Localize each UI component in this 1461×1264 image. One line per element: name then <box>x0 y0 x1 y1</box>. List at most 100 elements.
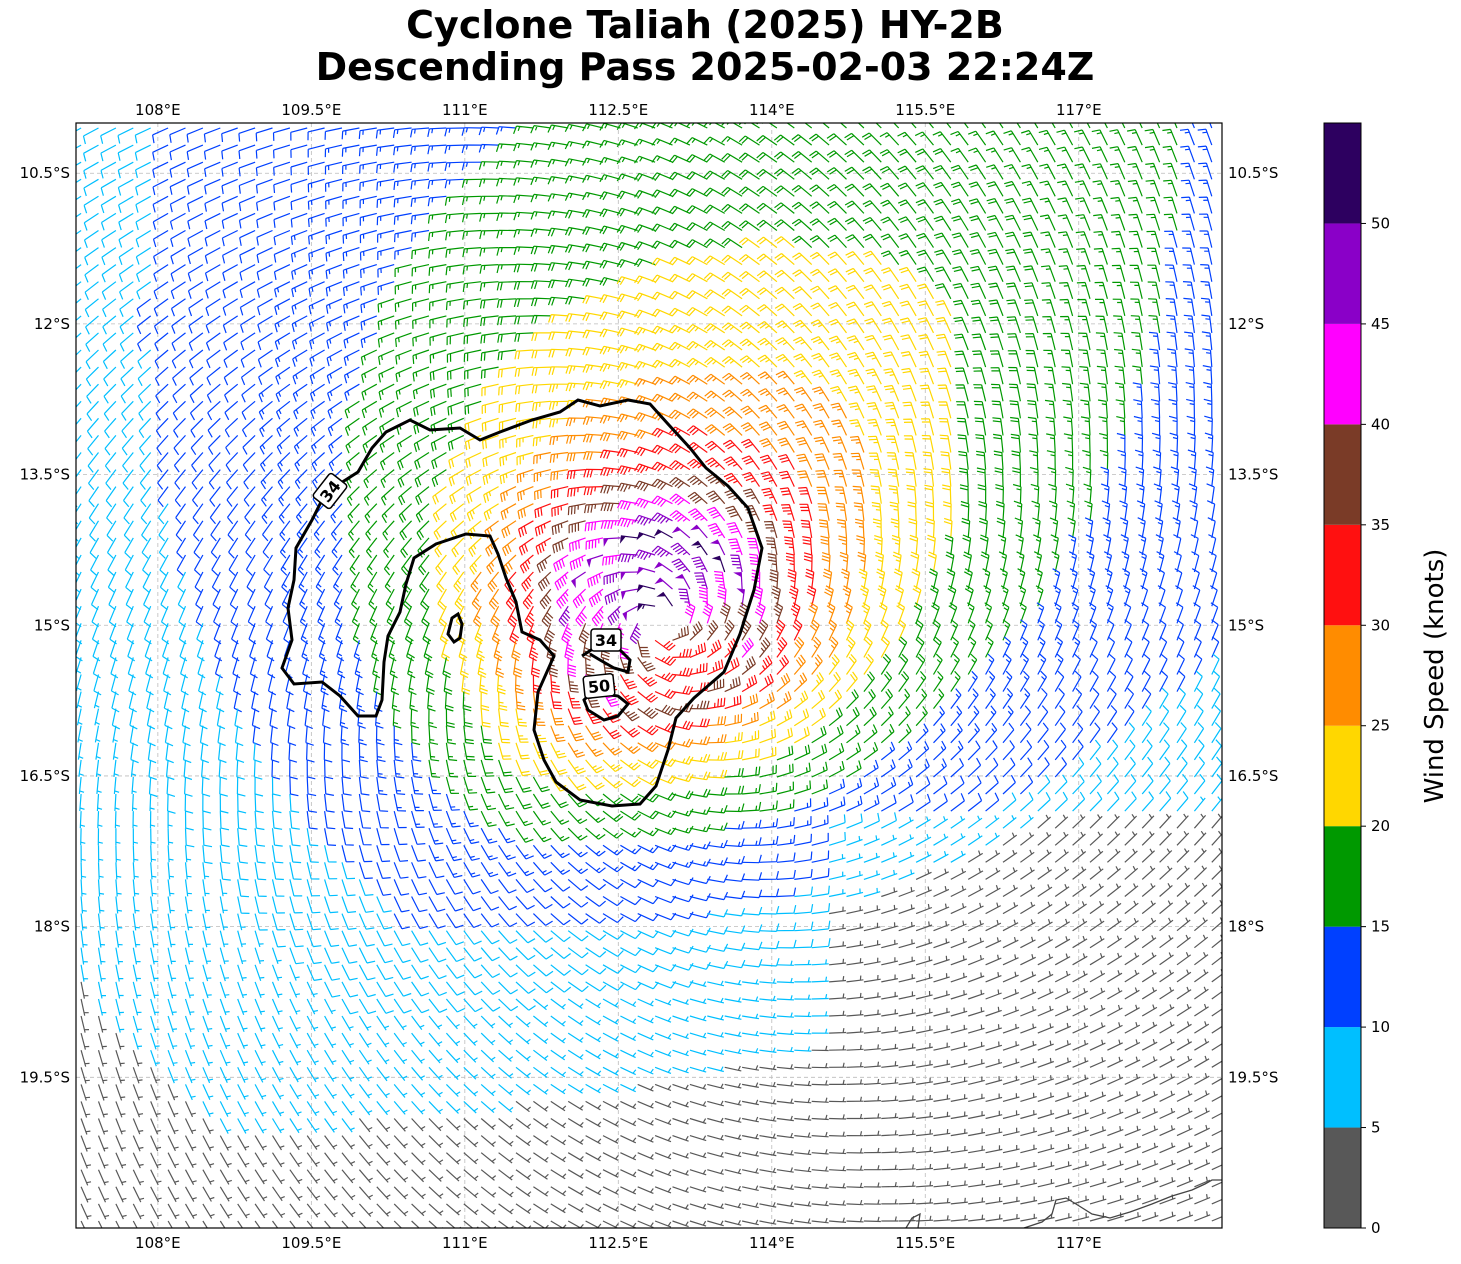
wind-barb <box>376 178 395 191</box>
wind-barb <box>327 383 343 402</box>
wind-barb <box>76 178 82 184</box>
wind-barb <box>1182 281 1195 299</box>
wind-barb <box>257 332 273 351</box>
wind-barb <box>410 144 430 155</box>
wind-barb <box>1075 231 1091 248</box>
wind-barb <box>897 148 917 163</box>
wind-barb <box>1046 433 1056 453</box>
wind-barb <box>275 366 291 385</box>
contour-label-34-center: 34 <box>590 628 622 652</box>
wind-barb <box>532 400 551 412</box>
wind-barb <box>883 384 900 402</box>
wind-barb <box>703 306 726 317</box>
wind-barb <box>809 251 830 266</box>
wind-barb <box>187 264 204 282</box>
wind-barb <box>897 165 917 180</box>
wind-barb <box>1147 264 1161 282</box>
wind-barb <box>309 383 325 402</box>
wind-barb <box>447 434 465 451</box>
wind-barb <box>410 178 430 190</box>
wind-barb <box>1130 315 1143 334</box>
wind-barb <box>651 359 673 369</box>
wind-barb <box>1074 146 1091 163</box>
wind-barb <box>739 271 760 283</box>
wind-barb <box>413 434 430 452</box>
wind-barb <box>429 298 447 311</box>
wind-barb <box>899 317 917 334</box>
wind-barb <box>739 254 760 266</box>
wind-barb <box>119 332 134 352</box>
wind-barb <box>987 265 1004 282</box>
wind-barb <box>723 456 743 470</box>
svg-text:50: 50 <box>587 676 611 697</box>
wind-barb <box>1144 145 1161 163</box>
wind-barb <box>668 358 691 368</box>
wind-barb <box>255 178 273 194</box>
colorbar-tick-label: 25 <box>1371 717 1390 735</box>
wind-barb <box>513 246 534 255</box>
wind-barb <box>548 400 569 410</box>
wind-barb <box>393 195 412 208</box>
wind-barb <box>136 281 152 300</box>
wind-barb <box>844 149 865 163</box>
wind-barb <box>152 229 169 248</box>
wind-barb <box>705 457 726 471</box>
wind-barb <box>616 413 638 423</box>
wind-barb <box>904 451 917 470</box>
wind-barb <box>919 367 935 385</box>
wind-barb <box>311 434 325 454</box>
wind-barb <box>360 264 377 279</box>
wind-barb <box>238 212 256 229</box>
wind-barb <box>342 161 360 175</box>
wind-barb <box>465 469 482 486</box>
wind-barb <box>901 367 917 385</box>
wind-barb <box>954 367 969 385</box>
wind-barb <box>257 298 273 316</box>
wind-barb <box>668 392 691 402</box>
wind-barb <box>934 266 952 282</box>
wind-barb <box>565 330 586 340</box>
wind-barb <box>935 316 952 334</box>
wind-barb <box>686 408 708 419</box>
wind-barb <box>756 270 778 283</box>
wind-barb <box>950 130 969 146</box>
wind-barb <box>1111 230 1126 248</box>
wind-barb <box>844 132 865 146</box>
wind-barb <box>88 469 99 490</box>
wind-barb <box>1133 415 1143 436</box>
wind-barb <box>445 229 464 241</box>
wind-barb <box>756 168 778 180</box>
wind-barb <box>969 248 987 265</box>
wind-barb <box>549 417 569 428</box>
wind-barb <box>792 123 813 129</box>
wind-barb <box>796 453 813 470</box>
wind-barb <box>118 195 134 213</box>
wind-barb <box>862 200 882 214</box>
wind-barb <box>1151 415 1161 436</box>
wind-barb <box>203 127 221 143</box>
wind-barb <box>325 298 343 314</box>
wind-barb <box>499 469 517 485</box>
wind-barb <box>224 383 239 403</box>
wind-barb <box>206 349 221 369</box>
title-line-1: Cyclone Taliah (2025) HY-2B <box>406 3 1004 47</box>
wind-barb <box>915 215 934 231</box>
colorbar-tick-label: 20 <box>1371 817 1390 835</box>
wind-barb <box>76 298 82 304</box>
wind-barb <box>1057 180 1074 197</box>
wind-barb <box>311 452 326 472</box>
wind-barb <box>208 469 221 490</box>
wind-barb <box>135 229 152 248</box>
wind-barb <box>792 286 813 300</box>
wind-barb <box>599 311 621 321</box>
wind-barb <box>1180 179 1195 197</box>
colorbar-bin <box>1324 223 1361 324</box>
wind-barb <box>599 242 621 252</box>
wind-barb <box>775 370 795 385</box>
wind-barb <box>932 131 952 146</box>
wind-barb <box>221 161 238 177</box>
wind-barb <box>1179 128 1195 146</box>
wind-barb <box>1204 432 1214 453</box>
wind-barb <box>651 410 673 421</box>
wind-barb <box>880 233 900 248</box>
